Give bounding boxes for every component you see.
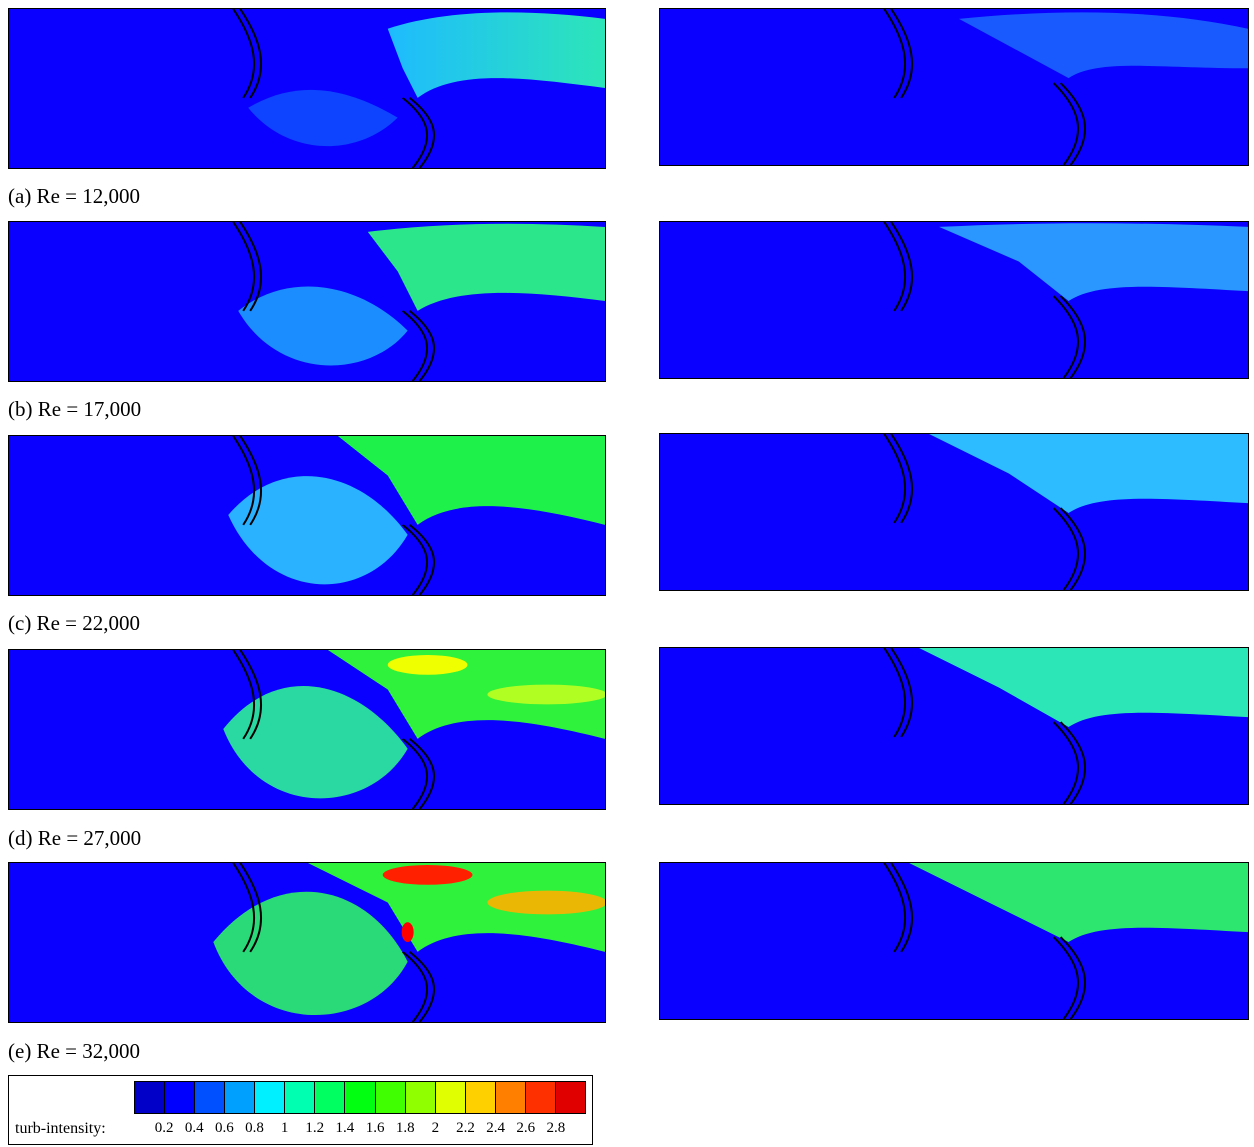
contour-panel-a-left [8, 8, 606, 169]
contour-panel-c-right [659, 433, 1249, 591]
caption-e: (e) Re = 32,000 [8, 1039, 140, 1063]
contour-panel-a-right [659, 8, 1249, 166]
colorbar-segment [315, 1082, 346, 1113]
caption-c: (c) Re = 22,000 [8, 611, 140, 635]
colorbar-tick-label: 2 [431, 1120, 440, 1136]
colorbar-tick-label: 0.4 [184, 1120, 204, 1136]
colorbar-tick-label: 0.2 [154, 1120, 174, 1136]
colorbar-tick-label: 1.6 [365, 1120, 385, 1136]
colorbar-tick-label: 2.4 [486, 1120, 505, 1136]
colorbar-segment [225, 1082, 256, 1113]
colorbar-legend: turb-intensity: 0.2 0.4 0.6 0.8 1 1.2 1.4 1.6 1.… [8, 1075, 593, 1145]
colorbar-tick-label: 0.8 [245, 1120, 264, 1136]
contour-panel-e-right [659, 862, 1249, 1020]
colorbar-segment [195, 1082, 226, 1113]
colorbar-segment [285, 1082, 316, 1113]
contour-panel-b-left [8, 221, 606, 382]
colorbar-segment [405, 1082, 436, 1113]
colorbar-tick-label: 2.2 [456, 1120, 475, 1136]
colorbar [134, 1081, 586, 1114]
colorbar-segment [525, 1082, 556, 1113]
colorbar-segment [435, 1082, 466, 1113]
contour-panel-d-left [8, 649, 606, 810]
colorbar-segment [345, 1082, 376, 1113]
colorbar-segment [255, 1082, 286, 1113]
colorbar-segment [465, 1082, 496, 1113]
colorbar-tick-label: 1.8 [395, 1120, 415, 1136]
caption-d: (d) Re = 27,000 [8, 826, 142, 850]
colorbar-ticks: 0.2 0.4 0.6 0.8 1 1.2 1.4 1.6 1.8 2 2.2 2.4 2.6 2.8 [134, 1120, 586, 1140]
colorbar-segment [555, 1082, 585, 1113]
colorbar-tick-label: 1.4 [335, 1120, 355, 1136]
contour-panel-d-right [659, 647, 1249, 805]
colorbar-tick-label: 2.8 [546, 1120, 566, 1136]
colorbar-tick-label: 1 [280, 1120, 289, 1136]
contour-panel-e-left [8, 862, 606, 1023]
contour-panel-c-left [8, 435, 606, 596]
contour-panel-b-right [659, 221, 1249, 379]
colorbar-segment [375, 1082, 406, 1113]
colorbar-tick-label: 1.2 [305, 1120, 325, 1136]
legend-label: turb-intensity: [15, 1120, 106, 1137]
colorbar-tick-label: 0.6 [215, 1120, 234, 1136]
colorbar-segment [135, 1082, 166, 1113]
colorbar-tick-label: 2.6 [516, 1120, 536, 1136]
colorbar-segment [495, 1082, 526, 1113]
colorbar-segment [165, 1082, 196, 1113]
caption-b: (b) Re = 17,000 [8, 397, 142, 421]
caption-a: (a) Re = 12,000 [8, 184, 140, 208]
